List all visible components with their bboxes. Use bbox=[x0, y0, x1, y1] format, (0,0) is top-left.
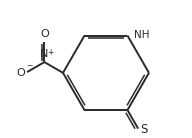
Text: N: N bbox=[40, 49, 49, 59]
Text: +: + bbox=[47, 48, 54, 57]
Text: S: S bbox=[140, 123, 147, 136]
Text: O: O bbox=[16, 68, 25, 78]
Text: −: − bbox=[26, 61, 33, 70]
Text: O: O bbox=[40, 29, 49, 39]
Text: NH: NH bbox=[134, 30, 150, 40]
